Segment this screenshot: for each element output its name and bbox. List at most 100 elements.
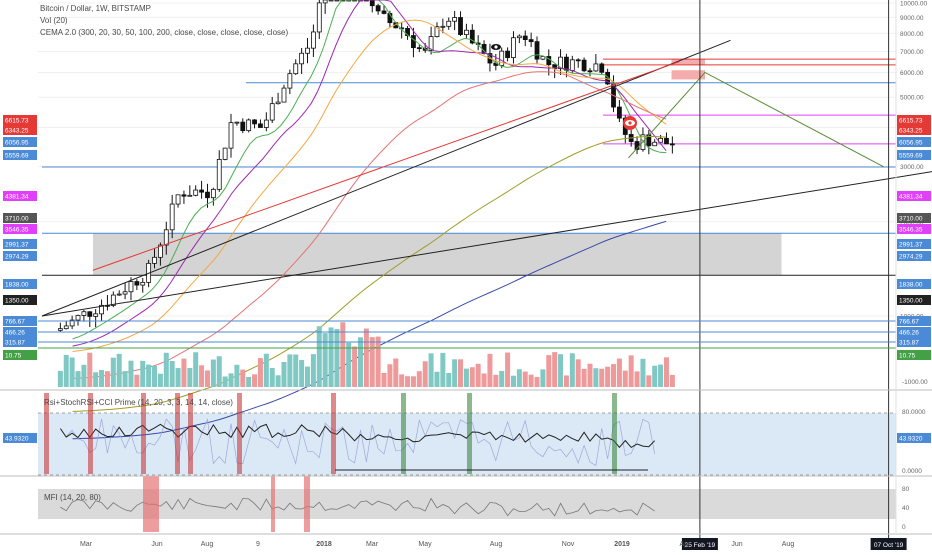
candle-body (416, 47, 422, 50)
volume-bar (216, 356, 222, 387)
volume-bar (663, 357, 669, 387)
volume-bar (269, 368, 275, 387)
volume-bar (93, 372, 99, 387)
candle-body (287, 73, 293, 89)
price-badge-label: 43.9320 (899, 436, 923, 443)
candle-body (652, 141, 658, 147)
candle-body (440, 25, 446, 28)
left-price-badge: 6343.25 (3, 125, 37, 135)
rsi-signal-column (467, 393, 472, 474)
left-price-badge: 2991.37 (3, 239, 37, 249)
volume-bar (246, 376, 252, 387)
price-badge-bg (897, 213, 931, 223)
volume-bar (658, 364, 664, 387)
volume-bar (469, 367, 475, 387)
volume-bar (316, 326, 322, 387)
price-badge-bg (3, 150, 37, 160)
candle-body (81, 311, 87, 316)
candle-body (428, 36, 434, 51)
projection-path (628, 71, 884, 168)
price-badge-bg (3, 239, 37, 249)
price-badge-bg (897, 191, 931, 201)
candle-body (199, 189, 204, 193)
candle-body (522, 35, 528, 41)
volume-bar (563, 375, 569, 387)
volume-bar (628, 355, 634, 387)
volume-bar (452, 359, 458, 387)
cema-indicator-title: CEMA 2.0 (300, 20, 30, 50, 100, 200, clo… (40, 28, 289, 37)
left-volume-price-badge: 10.75 (3, 350, 37, 360)
volume-bar (534, 376, 540, 387)
volume-bar (422, 361, 428, 387)
volume-bar (157, 373, 163, 387)
volume-bar (463, 368, 469, 387)
price-badge-bg (897, 279, 931, 289)
price-badge-bg (897, 150, 931, 160)
candle-body (228, 122, 234, 149)
rsi-axis-label: 0.0000 (902, 468, 922, 475)
volume-bar (581, 368, 587, 387)
price-badge-label: 766.67 (899, 319, 919, 326)
price-badge-bg (3, 224, 37, 234)
rsi-signal-column (175, 393, 180, 474)
candle-body (258, 123, 263, 128)
volume-bar (640, 358, 646, 387)
price-tick-label: 5000.00 (900, 95, 924, 102)
candle-body (152, 256, 157, 264)
right-volume-price-badge: 315.87 (897, 337, 931, 347)
price-badge-bg (897, 295, 931, 305)
volume-bar (669, 374, 675, 387)
right-price-badge: 6343.25 (897, 125, 931, 135)
ema-blue-line (72, 220, 667, 440)
candle-body (658, 137, 663, 143)
price-badge-bg (3, 115, 37, 125)
price-tick-label: 7000.00 (900, 49, 924, 56)
candle-body (381, 10, 387, 14)
candle-body (569, 59, 575, 71)
volume-bar (475, 363, 481, 387)
price-badge-label: 10.75 (899, 353, 916, 360)
candle-body (110, 294, 116, 306)
price-badge-bg (897, 125, 931, 135)
candle-body (534, 41, 540, 60)
candle-body (316, 2, 322, 33)
volume-bar (69, 357, 75, 387)
right-price-badge: 6615.73 (897, 115, 931, 125)
right-rsi-price-badge: 43.9320 (897, 433, 931, 443)
volume-axis-label: -1000.00 (902, 379, 928, 386)
eye-icon (491, 44, 501, 50)
time-tick-label: Jun (151, 541, 162, 548)
volume-bar (499, 370, 505, 387)
volume-bar (652, 365, 658, 387)
time-tick-label: Aug (782, 541, 795, 548)
candle-body (669, 143, 675, 146)
volume-bar (352, 346, 358, 387)
candle-body (452, 17, 458, 22)
candle-body (328, 0, 334, 2)
volume-bar (110, 357, 116, 387)
volume-bar (210, 359, 216, 387)
candle-body (581, 59, 587, 72)
candle-body (116, 293, 122, 296)
rsi-signal-column (401, 393, 406, 474)
volume-bar (175, 368, 181, 387)
time-tick-label: Apr (680, 541, 692, 548)
volume-bar (263, 353, 269, 387)
volume-bar (528, 374, 534, 387)
volume-bar (605, 366, 611, 387)
trend-line (41, 171, 932, 317)
volume-bar (81, 364, 87, 387)
price-badge-bg (897, 350, 931, 360)
volume-bar (611, 364, 617, 387)
candle-body (446, 20, 452, 27)
rsi-line (59, 423, 656, 449)
ema-red-line (72, 71, 667, 379)
volume-bar (416, 371, 422, 387)
right-price-badge: 2991.37 (897, 239, 931, 249)
left-price-badge: 6615.73 (3, 115, 37, 125)
resistance-zone (671, 59, 705, 66)
candle-body (263, 119, 269, 128)
left-price-badge: 6056.95 (3, 137, 37, 147)
price-badge-label: 6615.73 (5, 118, 29, 125)
